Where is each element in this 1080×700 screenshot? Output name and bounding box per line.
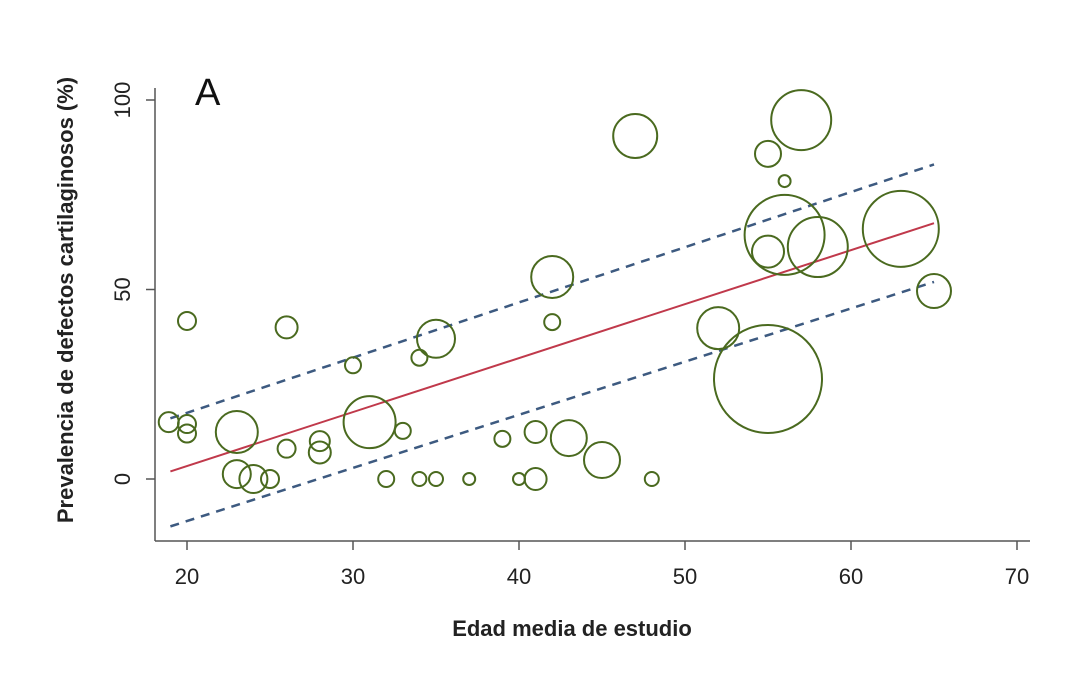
data-bubble: [260, 469, 280, 489]
regression-line: [170, 222, 935, 473]
data-bubble: [916, 273, 952, 310]
data-bubble: [214, 410, 259, 455]
data-bubble: [861, 189, 940, 268]
data-bubble: [530, 254, 575, 299]
data-bubble: [777, 174, 792, 189]
x-axis-label: Edad media de estudio: [452, 616, 692, 641]
y-tick-label: 0: [110, 473, 135, 485]
confidence-interval-lines: [170, 163, 935, 528]
data-bubble: [523, 467, 548, 491]
data-bubble: [177, 423, 197, 444]
x-tick-label: 60: [839, 564, 863, 589]
data-bubble: [549, 419, 588, 458]
data-bubble: [393, 421, 412, 440]
data-bubble: [276, 438, 297, 459]
data-bubble: [410, 348, 429, 367]
data-bubble: [612, 113, 659, 160]
data-bubble: [157, 411, 180, 434]
data-bubble: [493, 429, 512, 448]
data-bubble: [786, 216, 849, 279]
data-bubble: [274, 315, 299, 340]
data-bubble: [308, 430, 331, 453]
data-bubble: [177, 310, 197, 331]
data-bubble: [411, 471, 428, 487]
data-bubble: [344, 356, 362, 375]
x-tick-label: 30: [341, 564, 365, 589]
data-bubble: [342, 395, 397, 450]
data-bubble: [462, 472, 477, 486]
data-bubble: [770, 89, 833, 152]
bubbles: [157, 89, 952, 494]
data-bubble: [177, 414, 197, 435]
data-bubble: [221, 459, 252, 490]
x-tick-label: 70: [1005, 564, 1029, 589]
data-bubble: [512, 472, 526, 486]
ci-lower-line: [170, 280, 935, 528]
data-bubble: [416, 318, 456, 359]
data-bubble: [754, 139, 782, 168]
x-tick-label: 20: [175, 564, 199, 589]
data-bubble: [751, 234, 785, 269]
y-tick-label: 50: [110, 277, 135, 301]
tick-labels: 20 30 40 50 60 70 0 50 100: [110, 82, 1029, 589]
data-bubble: [583, 441, 621, 480]
data-bubble: [543, 313, 562, 332]
data-bubble: [238, 464, 269, 494]
panel-label: A: [195, 72, 221, 114]
data-bubble: [377, 470, 396, 488]
y-axis-label: Prevalencia de defectos cartilaginosos (…: [53, 76, 78, 524]
data-bubble: [713, 323, 823, 434]
data-bubble: [523, 420, 548, 445]
axes: [146, 88, 1030, 550]
data-bubble: [307, 440, 332, 465]
data-bubble: [428, 471, 444, 487]
ci-upper-line: [170, 163, 935, 420]
y-tick-label: 100: [110, 82, 135, 119]
data-bubble: [643, 471, 660, 487]
x-tick-label: 50: [673, 564, 697, 589]
data-bubble: [743, 193, 826, 276]
data-bubble: [696, 306, 741, 351]
fit-line: [170, 222, 935, 473]
x-tick-label: 40: [507, 564, 531, 589]
